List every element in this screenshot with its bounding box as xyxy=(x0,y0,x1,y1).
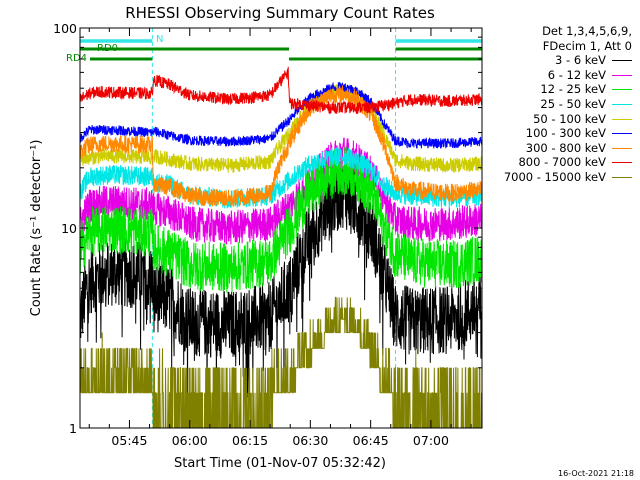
y-axis-label: Count Rate (s⁻¹ detector⁻¹) xyxy=(29,140,44,317)
legend-item-label: 12 - 25 keV xyxy=(540,82,606,97)
x-axis-label: Start Time (01-Nov-07 05:32:42) xyxy=(174,456,386,471)
axes-layer: 1 10 100 05:45 06:00 06:15 06:30 06:45 07:00 xyxy=(53,21,482,448)
legend-swatch xyxy=(612,89,632,91)
legend-item-label: 7000 - 15000 keV xyxy=(503,169,606,184)
legend-item-label: 6 - 12 keV xyxy=(547,67,606,82)
flag-label-n: N xyxy=(156,34,163,45)
legend-swatch xyxy=(612,103,632,105)
x-tick-label: 06:00 xyxy=(172,433,208,448)
legend-item-label: 300 - 800 keV xyxy=(525,140,606,155)
legend-item-label: 50 - 100 keV xyxy=(533,111,606,126)
flag-label-rd4: RD4 xyxy=(66,53,87,64)
series-line xyxy=(79,66,483,115)
x-tick-label: 05:45 xyxy=(111,433,147,448)
legend-swatch xyxy=(612,118,632,120)
legend-header-line-2: FDecim 1, Att 0 xyxy=(542,38,632,53)
legend-swatch xyxy=(612,74,632,76)
series-line xyxy=(79,160,483,403)
x-tick-label: 06:45 xyxy=(353,433,389,448)
legend-items: 3 - 6 keV 6 - 12 keV 12 - 25 keV 25 - 50 ke… xyxy=(504,53,632,184)
x-tick-label: 07:00 xyxy=(413,433,449,448)
x-tick-label: 06:15 xyxy=(232,433,268,448)
chart-title: RHESSI Observing Summary Count Rates xyxy=(125,4,435,22)
legend-item: 800 - 7000 keV xyxy=(504,155,632,170)
series-line xyxy=(79,85,483,207)
y-tick-label: 10 xyxy=(61,221,77,236)
x-tick-label: 06:30 xyxy=(292,433,328,448)
legend-swatch xyxy=(612,162,632,164)
series-line xyxy=(79,296,483,429)
legend-item: 3 - 6 keV xyxy=(504,53,632,68)
legend-item: 25 - 50 keV xyxy=(504,97,632,112)
legend-header-line-1: Det 1,3,4,5,6,9, xyxy=(542,24,632,38)
legend-item: 300 - 800 keV xyxy=(504,141,632,156)
legend-item: 100 - 300 keV xyxy=(504,126,632,141)
series-line xyxy=(79,81,483,149)
y-tick-label: 1 xyxy=(69,421,77,436)
legend-item-label: 800 - 7000 keV xyxy=(518,155,606,170)
legend-swatch xyxy=(612,133,632,135)
legend-item: 50 - 100 keV xyxy=(504,112,632,127)
legend-item-label: 100 - 300 keV xyxy=(525,126,606,141)
flag-label-rd0: RD0 xyxy=(97,43,118,54)
legend-swatch xyxy=(612,147,632,149)
timestamp: 16-Oct-2021 21:18 xyxy=(558,469,634,478)
legend-item-label: 3 - 6 keV xyxy=(555,53,606,68)
legend-swatch xyxy=(612,60,632,62)
legend-item: 12 - 25 keV xyxy=(504,82,632,97)
legend-item: 7000 - 15000 keV xyxy=(504,170,632,185)
series-line xyxy=(79,137,483,245)
series-layer xyxy=(79,66,483,429)
legend: Det 1,3,4,5,6,9, FDecim 1, Att 0 3 - 6 k… xyxy=(504,24,632,185)
y-tick-label: 100 xyxy=(53,21,77,36)
legend-item: 6 - 12 keV xyxy=(504,68,632,83)
legend-item-label: 25 - 50 keV xyxy=(540,96,606,111)
legend-swatch xyxy=(612,176,632,178)
series-line xyxy=(79,146,483,293)
